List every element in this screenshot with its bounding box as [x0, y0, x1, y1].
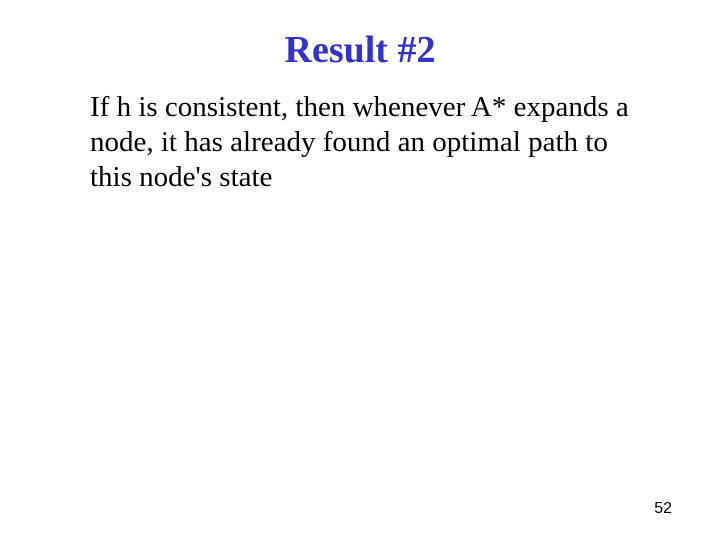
- page-number: 52: [654, 500, 672, 518]
- slide-title: Result #2: [50, 28, 670, 72]
- slide-body: If h is consistent, then whenever A* exp…: [50, 90, 670, 194]
- slide-container: Result #2 If h is consistent, then whene…: [0, 0, 720, 540]
